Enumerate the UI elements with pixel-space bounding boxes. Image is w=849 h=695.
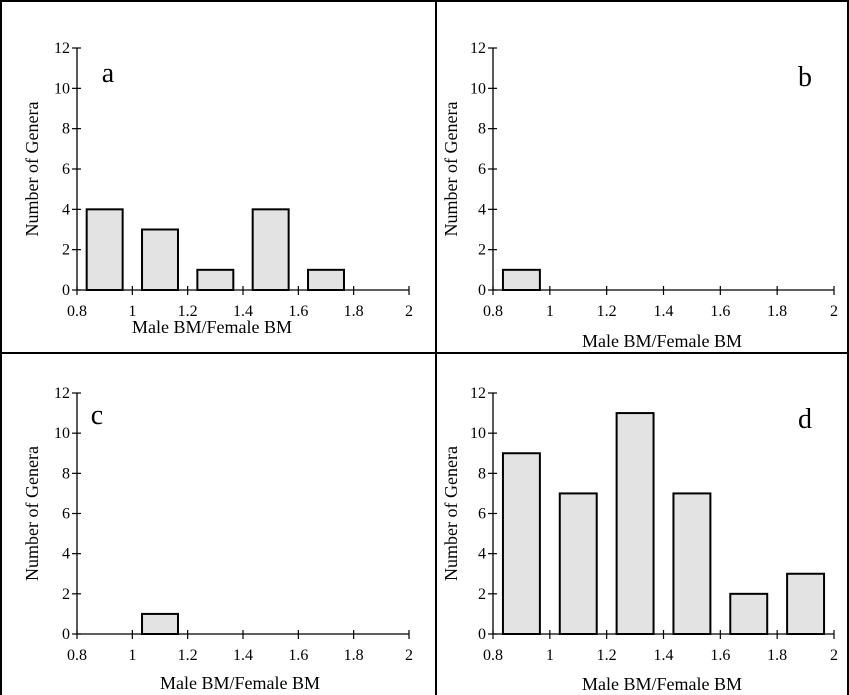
panel-letter: c (91, 400, 103, 431)
bar-0.9 (501, 452, 541, 635)
bar-0.9 (501, 268, 541, 291)
x-tick-label: 1.6 (288, 303, 308, 320)
y-tick-label: 10 (470, 425, 486, 442)
y-tick-label: 6 (478, 506, 486, 523)
x-tick-label: 1.2 (597, 303, 617, 320)
x-tick-label: 1.6 (288, 647, 308, 664)
y-tick-label: 4 (62, 546, 70, 563)
x-tick-label: 1.8 (767, 647, 787, 664)
bar-1.1 (141, 612, 179, 635)
panel-letter: d (798, 404, 812, 435)
y-tick-label: 12 (54, 40, 70, 57)
panel-letter: a (102, 58, 115, 89)
bar-1.5 (672, 492, 712, 636)
y-tick-label: 8 (62, 465, 70, 482)
y-tick-label: 10 (470, 80, 486, 97)
y-tick-label: 6 (478, 161, 486, 178)
x-axis-title: Male BM/Female BM (582, 331, 742, 351)
x-tick-label: 1 (546, 647, 554, 664)
y-axis-title: Number of Genera (441, 446, 461, 581)
y-tick-label: 4 (478, 201, 486, 218)
x-tick-label: 2 (405, 647, 413, 664)
x-axis-title: Male BM/Female BM (132, 317, 292, 337)
x-tick-label: 1.2 (178, 647, 198, 664)
y-tick-label: 8 (478, 121, 486, 138)
y-tick-label: 8 (478, 465, 486, 482)
x-tick-label: 2 (405, 303, 413, 320)
x-tick-label: 1.6 (710, 647, 730, 664)
x-tick-label: 1.2 (597, 647, 617, 664)
y-tick-label: 12 (470, 385, 486, 402)
x-tick-label: 1.4 (233, 647, 253, 664)
y-tick-label: 2 (478, 586, 486, 603)
y-tick-label: 0 (62, 282, 70, 299)
bar-1.1 (141, 228, 179, 291)
y-tick-label: 4 (62, 201, 70, 218)
x-tick-label: 1.6 (710, 303, 730, 320)
bar-1.7 (729, 592, 769, 636)
y-tick-label: 0 (478, 282, 486, 299)
y-axis-title: Number of Genera (22, 446, 42, 581)
x-tick-label: 0.8 (483, 647, 503, 664)
x-tick-label: 0.8 (483, 303, 503, 320)
panel-a: 0 2 4 6 8 10 12 0.8 1 1.2 1.4 1.6 1.8 2 Male BM/Female… (22, 40, 413, 337)
bar-1.9 (786, 572, 826, 635)
y-tick-label: 0 (62, 626, 70, 643)
x-tick-label: 1.4 (654, 647, 674, 664)
y-tick-label: 6 (62, 161, 70, 178)
y-axis-title: Number of Genera (441, 102, 461, 237)
bar-1.7 (307, 268, 345, 291)
y-tick-label: 8 (62, 121, 70, 138)
x-tick-label: 1 (546, 303, 554, 320)
bar-1.5 (251, 208, 290, 291)
bar-1.3 (615, 412, 655, 635)
y-tick-label: 2 (62, 586, 70, 603)
x-tick-label: 2 (830, 647, 838, 664)
bar-0.9 (85, 208, 124, 291)
x-tick-label: 2 (830, 303, 838, 320)
y-tick-label: 12 (54, 385, 70, 402)
x-tick-label: 1.2 (178, 303, 198, 320)
x-tick-label: 0.8 (67, 647, 87, 664)
x-tick-label: 1 (128, 303, 136, 320)
x-tick-label: 1.8 (767, 303, 787, 320)
x-axis-title: Male BM/Female BM (582, 674, 742, 694)
panel-b: 0 2 4 6 8 10 12 0.8 1 1.2 1.4 1.6 1.8 2 Male BM/Female… (441, 40, 838, 351)
x-tick-label: 1.8 (344, 303, 364, 320)
y-tick-label: 4 (478, 546, 486, 563)
y-tick-label: 0 (478, 626, 486, 643)
panel-d: 0 2 4 6 8 10 12 0.8 1 1.2 1.4 1.6 1.8 2 Male BM/Female… (441, 385, 838, 694)
x-axis-title: Male BM/Female BM (160, 673, 320, 693)
y-tick-label: 12 (470, 40, 486, 57)
y-tick-label: 6 (62, 506, 70, 523)
panel-c: 0 2 4 6 8 10 12 0.8 1 1.2 1.4 1.6 1.8 2 Male BM/Female… (22, 385, 413, 693)
x-tick-label: 1.4 (233, 303, 253, 320)
x-tick-label: 1.4 (654, 303, 674, 320)
bar-1.3 (196, 268, 235, 291)
panel-letter: b (798, 62, 812, 93)
x-tick-label: 1 (128, 647, 136, 664)
x-tick-label: 0.8 (67, 303, 87, 320)
bar-1.1 (558, 492, 598, 636)
y-tick-label: 2 (478, 242, 486, 259)
y-tick-label: 2 (62, 242, 70, 259)
y-axis-title: Number of Genera (22, 102, 42, 237)
y-tick-label: 10 (54, 80, 70, 97)
x-tick-label: 1.8 (344, 647, 364, 664)
y-tick-label: 10 (54, 425, 70, 442)
